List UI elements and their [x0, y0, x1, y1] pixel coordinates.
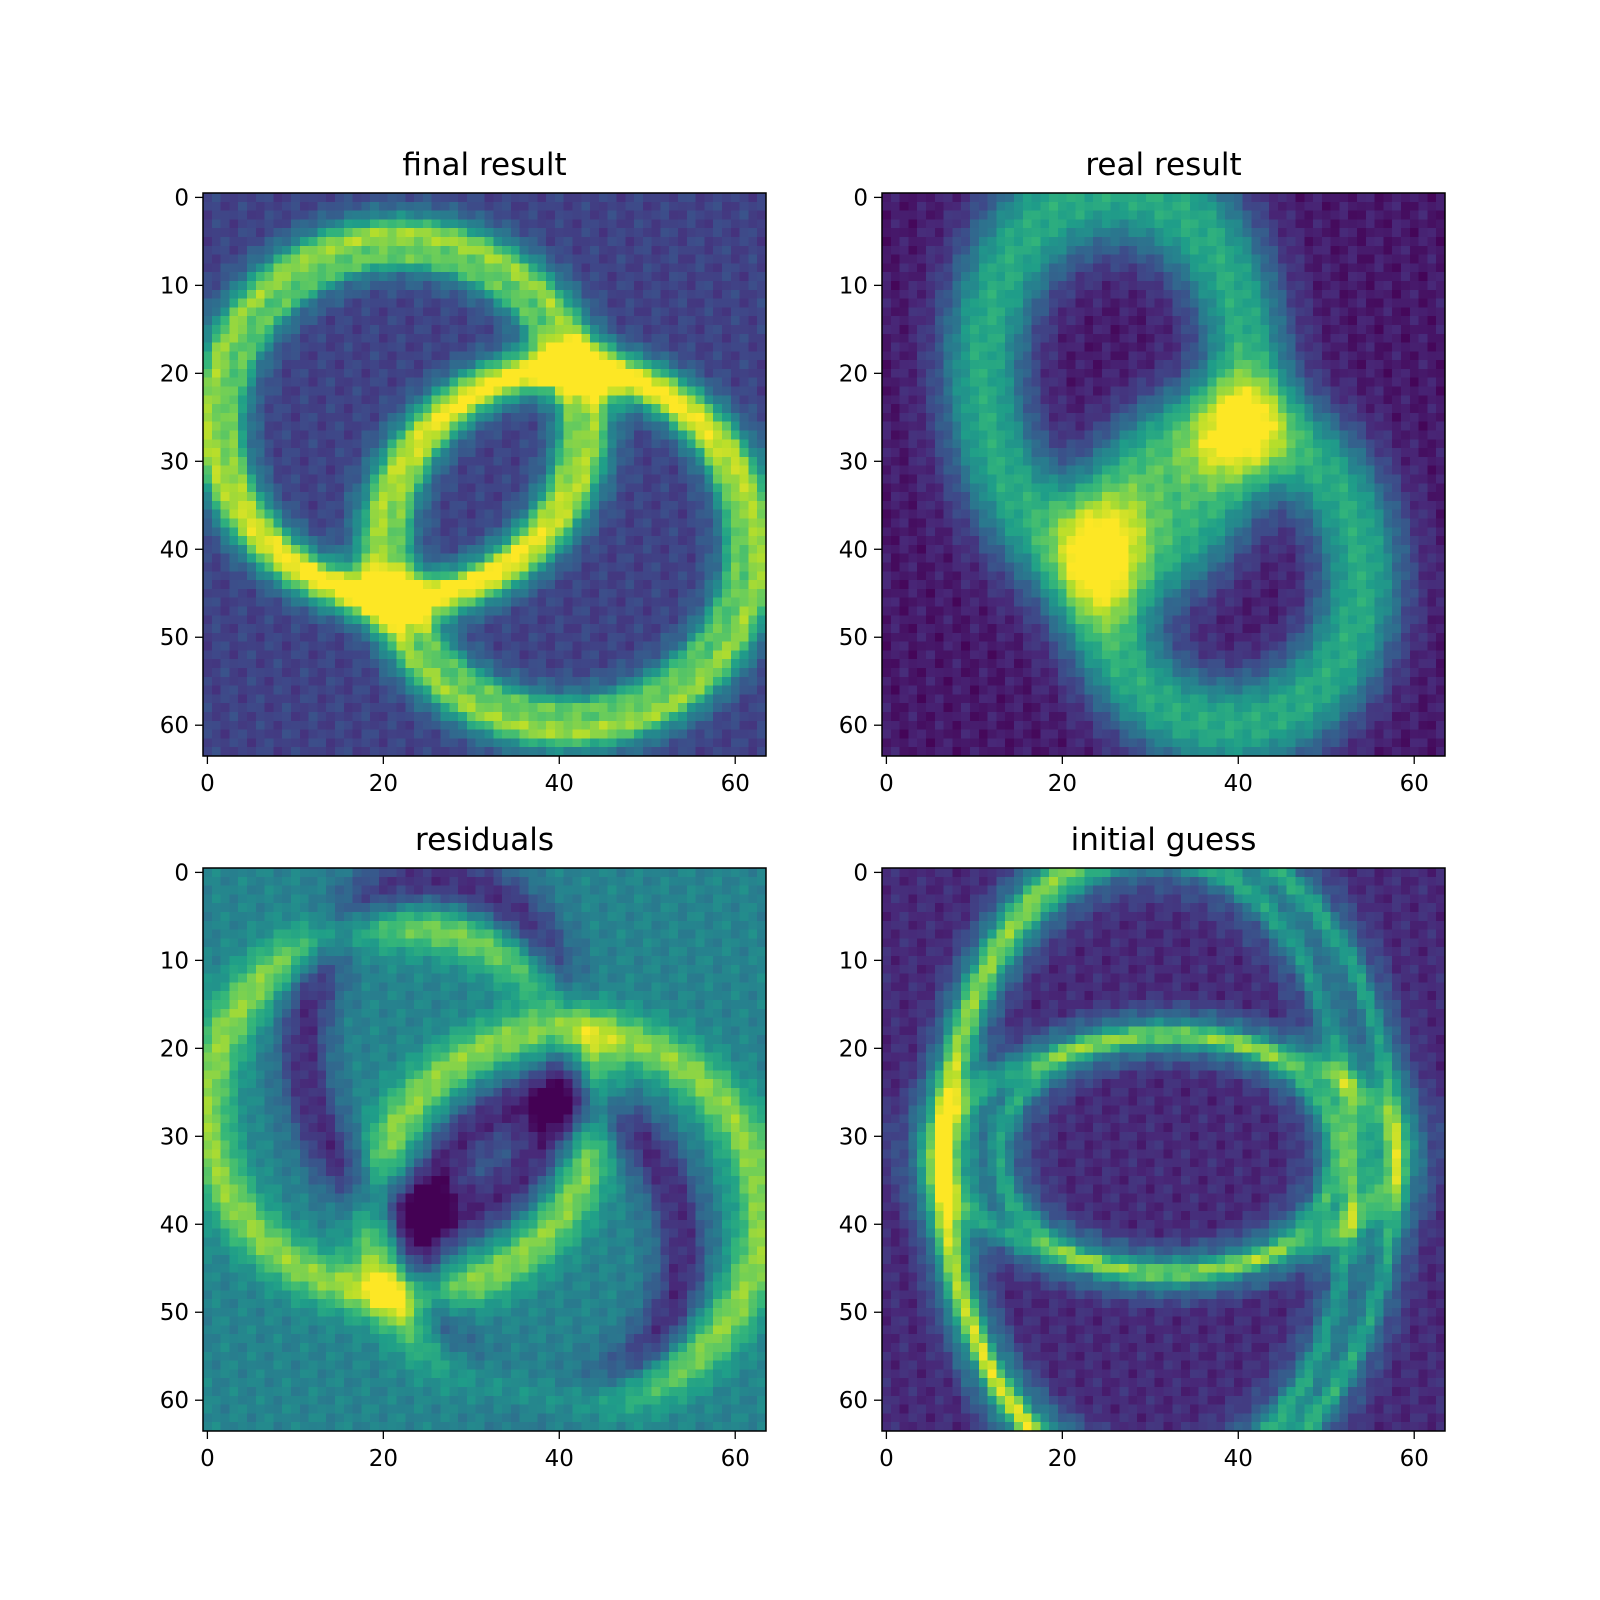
x-tick-label: 20 [369, 771, 398, 797]
y-tick-label: 10 [839, 948, 868, 974]
y-tick-label: 40 [160, 537, 189, 563]
y-tick-label: 30 [160, 449, 189, 475]
y-tick-label: 0 [174, 185, 189, 211]
x-tick-label: 0 [879, 771, 894, 797]
y-tick-label: 20 [160, 361, 189, 387]
x-tick-label: 0 [879, 1446, 894, 1472]
y-tick-label: 60 [839, 713, 868, 739]
x-tick-label: 60 [721, 1446, 750, 1472]
axes-frame [202, 192, 767, 757]
y-tick-label: 20 [160, 1036, 189, 1062]
y-tick-label: 50 [839, 1300, 868, 1326]
x-tick-label: 20 [1048, 1446, 1077, 1472]
panel-1: real result 0 20 40 60 0 10 20 30 40 50 60 [839, 147, 1446, 797]
y-tick-label: 20 [839, 1036, 868, 1062]
x-tick-label: 60 [1400, 771, 1429, 797]
x-tick-label: 40 [1224, 771, 1253, 797]
x-tick-label: 0 [200, 1446, 215, 1472]
x-tick-label: 40 [545, 771, 574, 797]
y-tick-label: 60 [839, 1388, 868, 1414]
y-tick-label: 30 [839, 1124, 868, 1150]
y-tick-label: 0 [853, 860, 868, 886]
panel-3: initial guess 0 20 40 60 0 10 20 30 40 50 60 [839, 822, 1446, 1472]
panel-2: residuals 0 20 40 60 0 10 20 30 40 50 60 [160, 822, 767, 1472]
y-tick-label: 30 [839, 449, 868, 475]
y-tick-label: 10 [160, 948, 189, 974]
heatmap-image [203, 868, 766, 1431]
x-tick-label: 20 [1048, 771, 1077, 797]
axes-frame [202, 867, 767, 1432]
y-tick-label: 40 [839, 537, 868, 563]
y-tick-label: 40 [160, 1212, 189, 1238]
axes-frame [881, 192, 1446, 757]
y-tick-label: 50 [160, 1300, 189, 1326]
y-tick-label: 60 [160, 713, 189, 739]
panel-title: real result [1085, 147, 1241, 183]
x-tick-label: 20 [369, 1446, 398, 1472]
y-tick-label: 30 [160, 1124, 189, 1150]
panel-0: final result 0 20 40 60 0 10 20 30 40 50 60 [160, 147, 767, 797]
axes-frame [881, 867, 1446, 1432]
y-tick-label: 10 [160, 273, 189, 299]
heatmap-image [203, 193, 766, 756]
panel-title: initial guess [1071, 822, 1257, 858]
x-tick-label: 40 [1224, 1446, 1253, 1472]
y-tick-label: 0 [174, 860, 189, 886]
x-tick-label: 60 [1400, 1446, 1429, 1472]
y-tick-label: 50 [839, 625, 868, 651]
x-tick-label: 0 [200, 771, 215, 797]
y-tick-label: 10 [839, 273, 868, 299]
heatmap-image [882, 868, 1445, 1431]
y-tick-label: 40 [839, 1212, 868, 1238]
heatmap-image [882, 193, 1445, 756]
x-tick-label: 60 [721, 771, 750, 797]
x-tick-label: 40 [545, 1446, 574, 1472]
panel-title: residuals [415, 822, 554, 858]
panel-title: final result [402, 147, 566, 183]
y-tick-label: 0 [853, 185, 868, 211]
y-tick-label: 50 [160, 625, 189, 651]
y-tick-label: 60 [160, 1388, 189, 1414]
y-tick-label: 20 [839, 361, 868, 387]
